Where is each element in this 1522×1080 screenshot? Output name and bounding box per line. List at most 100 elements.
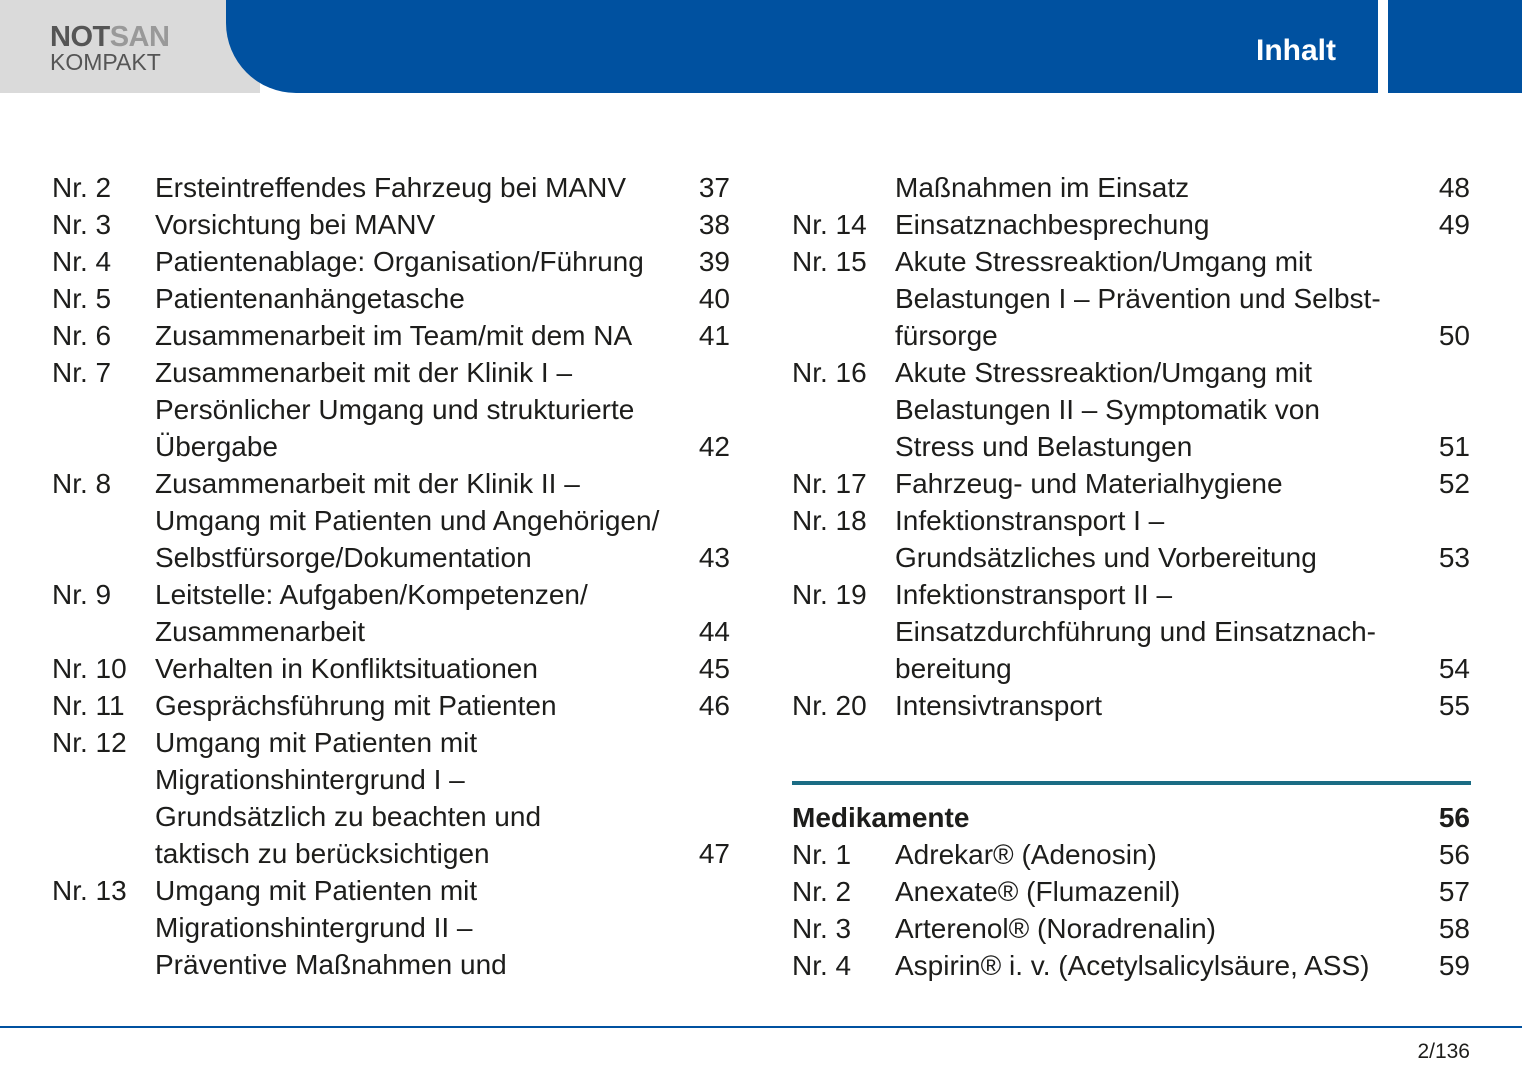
entry-title: Präventive Maßnahmen und xyxy=(155,949,507,980)
entry-title: Intensivtransport xyxy=(895,690,1102,721)
footer-rule xyxy=(0,1026,1522,1028)
entry-number: Nr. 19 xyxy=(792,579,867,610)
entry-number: Nr. 18 xyxy=(792,505,867,536)
entry-number: Nr. 10 xyxy=(52,653,127,684)
header-block xyxy=(1388,0,1522,93)
entry-title: Arterenol® (Noradrenalin) xyxy=(895,913,1216,944)
entry-title: Migrationshintergrund I – xyxy=(155,764,465,795)
entry-title: Belastungen I – Prävention und Selbst- xyxy=(895,283,1381,314)
entry-title: Grundsätzliches und Vorbereitung xyxy=(895,542,1317,573)
entry-number: Nr. 16 xyxy=(792,357,867,388)
med-heading-page: 56 xyxy=(1438,802,1470,833)
entry-title: Verhalten in Konfliktsituationen xyxy=(155,653,538,684)
entry-number: Nr. 4 xyxy=(792,950,852,981)
entry-page: 37 xyxy=(698,172,730,203)
entry-title: bereitung xyxy=(895,653,1012,684)
entry-title: Zusammenarbeit mit der Klinik II – xyxy=(155,468,580,499)
entry-title: Akute Stressreaktion/Umgang mit xyxy=(895,357,1313,388)
entry-title: Adrekar® (Adenosin) xyxy=(895,839,1157,870)
entry-title: Übergabe xyxy=(155,431,278,462)
entry-title: Zusammenarbeit im Team/mit dem NA xyxy=(155,320,633,351)
entry-title: Vorsichtung bei MANV xyxy=(155,209,436,240)
entry-title: Anexate® (Flumazenil) xyxy=(895,876,1181,907)
entry-number: Nr. 5 xyxy=(52,283,112,314)
entry-page: 44 xyxy=(698,616,730,647)
entry-title: Umgang mit Patienten und Angehörigen/ xyxy=(155,505,660,536)
entry-number: Nr. 13 xyxy=(52,875,127,906)
entry-page: 53 xyxy=(1438,542,1470,573)
entry-page: 45 xyxy=(698,653,730,684)
entry-page: 52 xyxy=(1438,468,1470,499)
entry-page: 40 xyxy=(698,283,730,314)
entry-title: fürsorge xyxy=(895,320,998,351)
entry-title: Patientenanhängetasche xyxy=(155,283,465,314)
header-bar xyxy=(226,0,1378,93)
entry-title: Gesprächsführung mit Patienten xyxy=(155,690,557,721)
entry-page: 48 xyxy=(1438,172,1470,203)
entry-number: Nr. 12 xyxy=(52,727,127,758)
entry-number: Nr. 2 xyxy=(792,876,852,907)
entry-title: Belastungen II – Symptomatik von xyxy=(895,394,1320,425)
entry-title: taktisch zu berücksichtigen xyxy=(155,838,490,869)
entry-page: 54 xyxy=(1438,653,1470,684)
entry-number: Nr. 15 xyxy=(792,246,867,277)
entry-page: 57 xyxy=(1438,876,1470,907)
page-indicator: 2/136 xyxy=(1417,1040,1470,1063)
entry-title: Zusammenarbeit xyxy=(155,616,366,647)
header-title: Inhalt xyxy=(1256,34,1336,67)
entry-title: Persönlicher Umgang und strukturierte xyxy=(155,394,635,425)
entry-title: Zusammenarbeit mit der Klinik I – xyxy=(155,357,573,388)
entry-number: Nr. 1 xyxy=(792,839,852,870)
entry-number: Nr. 17 xyxy=(792,468,867,499)
section-rule xyxy=(792,781,1471,785)
entry-page: 43 xyxy=(698,542,730,573)
logo-sub: KOMPAKT xyxy=(50,49,161,75)
entry-title: Aspirin® i. v. (Acetylsalicylsäure, ASS) xyxy=(895,950,1370,981)
entry-title: Selbstfürsorge/Dokumentation xyxy=(155,542,532,573)
entry-number: Nr. 6 xyxy=(52,320,112,351)
entry-page: 58 xyxy=(1438,913,1470,944)
entry-title: Stress und Belastungen xyxy=(895,431,1193,462)
entry-page: 59 xyxy=(1438,950,1470,981)
entry-page: 39 xyxy=(698,246,730,277)
entry-number: Nr. 7 xyxy=(52,357,112,388)
entry-title: Patientenablage: Organisation/Führung xyxy=(155,246,644,277)
entry-number: Nr. 20 xyxy=(792,690,867,721)
entry-title: Infektionstransport II – xyxy=(895,579,1173,610)
logo-box xyxy=(0,0,260,93)
entry-number: Nr. 8 xyxy=(52,468,112,499)
entry-number: Nr. 14 xyxy=(792,209,867,240)
entry-number: Nr. 9 xyxy=(52,579,112,610)
entry-title: Migrationshintergrund II – xyxy=(155,912,473,943)
logo-bold: NOT xyxy=(50,21,110,53)
entry-title: Umgang mit Patienten mit xyxy=(155,875,478,906)
entry-number: Nr. 2 xyxy=(52,172,112,203)
entry-number: Nr. 11 xyxy=(52,690,125,721)
entry-page: 47 xyxy=(698,838,730,869)
entry-page: 56 xyxy=(1438,839,1470,870)
entry-page: 49 xyxy=(1438,209,1470,240)
entry-title: Einsatznachbesprechung xyxy=(895,209,1210,240)
entry-title: Infektionstransport I – xyxy=(895,505,1165,536)
entry-page: 55 xyxy=(1438,690,1470,721)
entry-page: 50 xyxy=(1438,320,1470,351)
entry-title: Leitstelle: Aufgaben/Kompetenzen/ xyxy=(155,579,588,610)
entry-page: 38 xyxy=(698,209,730,240)
entry-number: Nr. 3 xyxy=(52,209,112,240)
entry-title: Ersteintreffendes Fahrzeug bei MANV xyxy=(155,172,627,203)
entry-page: 46 xyxy=(698,690,730,721)
entry-number: Nr. 3 xyxy=(792,913,852,944)
entry-number: Nr. 4 xyxy=(52,246,112,277)
entry-title: Grundsätzlich zu beachten und xyxy=(155,801,542,832)
logo: NOTSAN xyxy=(50,21,170,53)
entry-page: 51 xyxy=(1438,431,1470,462)
entry-title: Fahrzeug- und Materialhygiene xyxy=(895,468,1283,499)
entry-title: Umgang mit Patienten mit xyxy=(155,727,478,758)
entry-page: 41 xyxy=(698,320,730,351)
entry-title: Akute Stressreaktion/Umgang mit xyxy=(895,246,1313,277)
entry-title: Einsatzdurchführung und Einsatznach- xyxy=(895,616,1376,647)
entry-page: 42 xyxy=(698,431,730,462)
logo-light: SAN xyxy=(109,21,170,53)
med-heading: Medikamente xyxy=(792,802,970,833)
